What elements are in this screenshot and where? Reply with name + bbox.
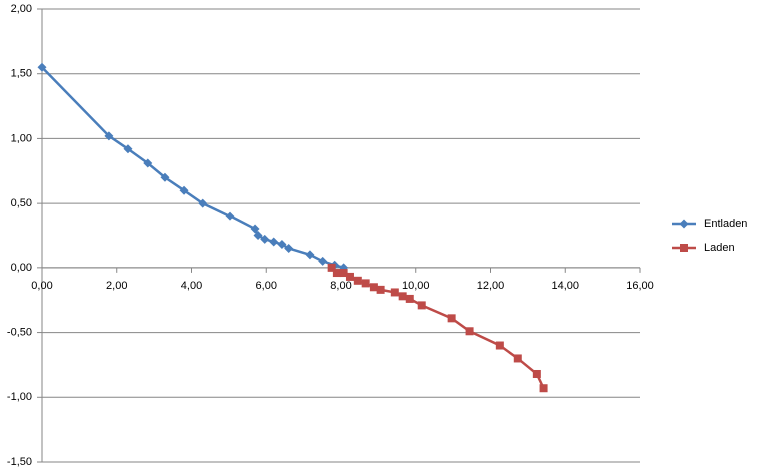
data-point: [327, 263, 336, 272]
data-point: [495, 341, 504, 350]
data-point: [398, 292, 407, 301]
data-point: [284, 243, 294, 253]
data-point: [225, 211, 235, 221]
data-point: [260, 234, 270, 244]
data-point: [160, 172, 170, 182]
data-point: [513, 354, 522, 363]
data-point: [532, 369, 541, 378]
x-tick-label: 12,00: [477, 280, 505, 292]
series-line: [41, 66, 344, 270]
data-point: [353, 276, 362, 285]
data-point: [198, 198, 208, 208]
x-tick-label: 8,00: [330, 280, 351, 292]
legend-label: Entladen: [704, 218, 747, 230]
data-point: [277, 240, 287, 250]
data-point: [250, 224, 260, 234]
data-point: [390, 288, 399, 297]
data-point: [104, 131, 114, 141]
data-point: [361, 279, 370, 288]
legend-marker: [679, 219, 689, 229]
y-tick-label: 0,50: [11, 197, 32, 209]
x-tick-label: 10,00: [402, 280, 430, 292]
y-tick-label: 2,00: [11, 3, 32, 15]
data-point: [345, 272, 354, 281]
y-tick-label: 0,00: [11, 262, 32, 274]
data-point: [253, 231, 263, 240]
data-point: [405, 294, 414, 303]
y-tick-label: -0,50: [7, 326, 32, 338]
y-tick-label: 1,00: [11, 132, 32, 144]
x-tick-label: 14,00: [551, 280, 579, 292]
data-point: [447, 314, 456, 323]
data-point: [123, 144, 133, 154]
data-point: [37, 62, 47, 72]
data-point: [417, 301, 426, 310]
data-point: [179, 185, 189, 195]
y-tick-label: 1,50: [11, 68, 32, 80]
legend-label: Laden: [704, 242, 735, 254]
data-point: [465, 327, 474, 336]
data-point: [305, 250, 315, 260]
y-tick-label: -1,50: [7, 456, 32, 468]
data-point: [339, 269, 348, 278]
data-point: [539, 384, 548, 393]
x-tick-label: 16,00: [626, 280, 654, 292]
data-point: [332, 269, 341, 278]
x-tick-label: 4,00: [181, 280, 202, 292]
data-point: [143, 158, 153, 168]
x-tick-label: 2,00: [106, 280, 127, 292]
data-point: [376, 285, 385, 294]
data-point: [318, 256, 328, 266]
x-tick-label: 0,00: [31, 280, 52, 292]
x-tick-label: 6,00: [256, 280, 277, 292]
data-point: [369, 283, 378, 292]
y-tick-label: -1,00: [7, 391, 32, 403]
legend-marker: [680, 244, 688, 252]
data-point: [269, 237, 279, 247]
